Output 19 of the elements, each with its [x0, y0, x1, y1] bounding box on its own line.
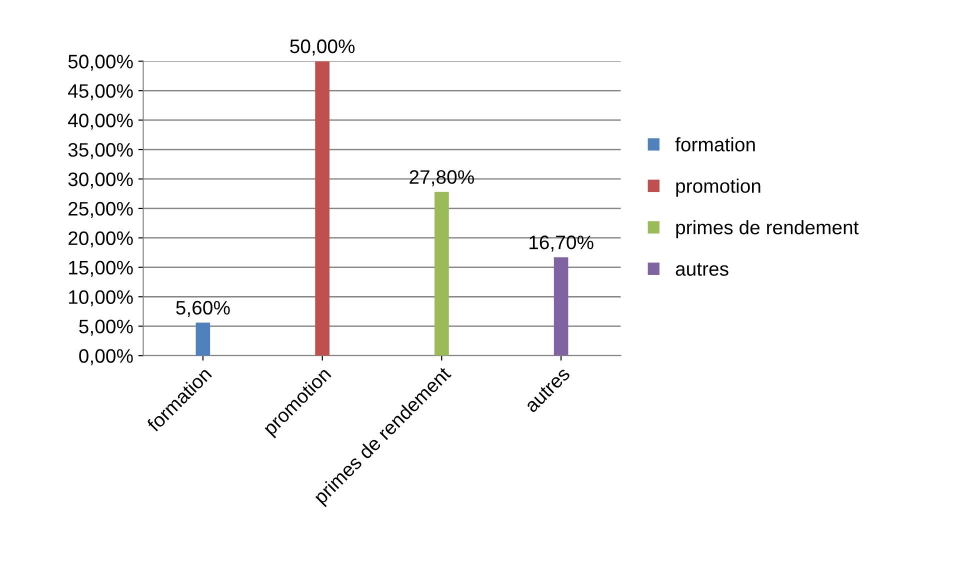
y-tick-label: 20,00% [68, 231, 133, 248]
y-tick-label: 45,00% [68, 84, 133, 100]
y-tick-label: 15,00% [69, 260, 133, 277]
data-label: 27,80% [410, 170, 474, 186]
legend-label: promotion [676, 178, 760, 197]
y-tick-label: 50,00% [68, 54, 133, 71]
y-tick-label: 25,00% [68, 202, 133, 218]
legend-label: primes de rendement [676, 220, 859, 238]
legend-label: formation [675, 137, 755, 152]
y-tick-label: 35,00% [68, 143, 133, 160]
y-tick-label: 10,00% [69, 290, 133, 306]
data-label: 50,00% [290, 39, 355, 56]
y-tick-label: 40,00% [68, 114, 133, 130]
legend-label: autres [676, 263, 728, 276]
y-tick-label: 30,00% [68, 172, 133, 189]
y-tick-label: 0,00% [79, 349, 133, 366]
y-tick-label: 5,00% [79, 320, 133, 336]
data-label: 16,70% [530, 236, 594, 252]
data-label: 5,60% [176, 300, 230, 317]
